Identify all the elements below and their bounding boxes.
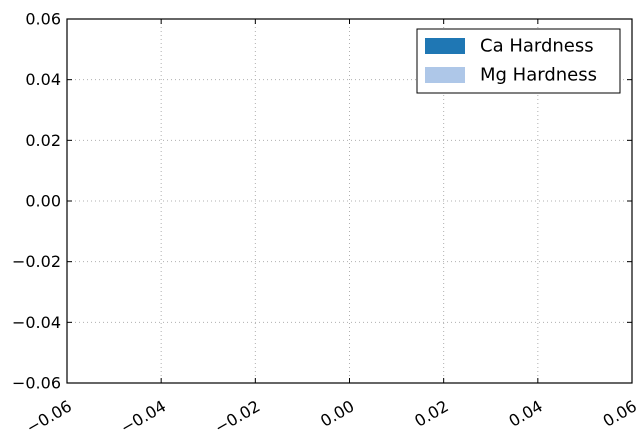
x-tick-label: −0.02 xyxy=(211,396,263,437)
x-tick-label: 0.06 xyxy=(600,396,640,430)
x-tick-labels: −0.06 −0.04 −0.02 0.00 0.02 0.04 0.06 xyxy=(23,396,640,437)
legend: Ca Hardness Mg Hardness xyxy=(416,28,621,94)
x-tick-label: 0.04 xyxy=(505,396,545,430)
legend-swatch xyxy=(425,67,465,83)
y-tick-label: 0.06 xyxy=(25,10,61,29)
legend-swatch xyxy=(425,38,465,54)
y-tick-label: −0.04 xyxy=(12,313,61,332)
x-tick-label: 0.02 xyxy=(411,396,451,430)
x-tick-label: −0.06 xyxy=(23,396,75,437)
legend-label: Ca Hardness xyxy=(480,36,594,57)
y-tick-label: 0.02 xyxy=(25,131,61,150)
legend-label: Mg Hardness xyxy=(480,65,597,86)
y-tick-label: 0.04 xyxy=(25,70,61,89)
y-tick-label: 0.00 xyxy=(25,192,61,211)
x-tick-label: 0.00 xyxy=(317,396,357,430)
plot-frame xyxy=(66,18,633,384)
y-tick-label: −0.06 xyxy=(12,374,61,393)
x-tick-label: −0.04 xyxy=(117,396,169,437)
y-tick-label: −0.02 xyxy=(12,252,61,271)
y-tick-labels: 0.06 0.04 0.02 0.00 −0.02 −0.04 −0.06 xyxy=(12,10,61,393)
